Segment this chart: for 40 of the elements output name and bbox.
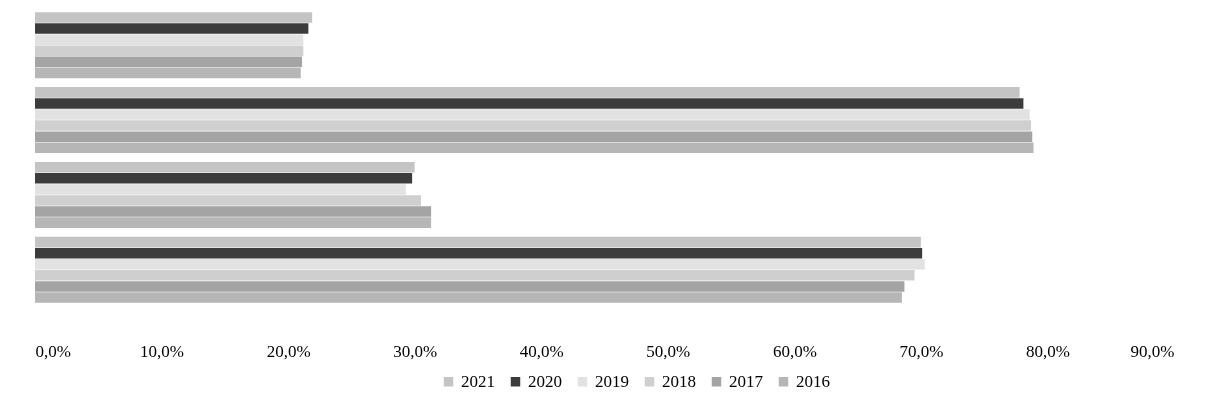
bar [35,195,421,206]
x-tick-label: 40,0% [519,341,564,361]
bar [35,142,1034,154]
x-tick-label: 60,0% [772,341,817,361]
bar [35,23,309,34]
x-tick-label: 80,0% [1025,341,1070,361]
legend-label: 2016 [796,371,830,391]
x-tick-label: 90,0% [1130,341,1175,361]
bar [35,259,925,270]
bar [35,12,313,23]
bar [35,45,304,56]
bar [35,236,921,248]
bar [35,281,905,292]
legend-label: 2018 [662,371,696,391]
bar [35,206,432,217]
bar [35,173,413,184]
bar [35,56,303,68]
x-tick-label: 20,0% [266,341,311,361]
bar [35,67,301,79]
legend-label: 2017 [729,371,764,391]
bar [35,109,1030,120]
legend-label: 2021 [461,371,495,391]
bar [35,161,415,173]
x-tick-label: 30,0% [393,341,438,361]
bar [35,87,1020,98]
x-tick-label: 70,0% [899,341,944,361]
bar [35,131,1033,142]
x-tick-label: 0,0% [35,341,71,361]
bar [35,247,923,259]
bar [35,184,406,195]
bar [35,292,902,303]
legend-label: 2019 [595,371,629,391]
x-tick-label: 10,0% [140,341,185,361]
bar [35,217,432,228]
bar [35,270,915,281]
bar [35,98,1024,109]
bar [35,34,304,45]
x-tick-label: 50,0% [646,341,691,361]
bar [35,120,1031,131]
legend-label: 2020 [528,371,562,391]
